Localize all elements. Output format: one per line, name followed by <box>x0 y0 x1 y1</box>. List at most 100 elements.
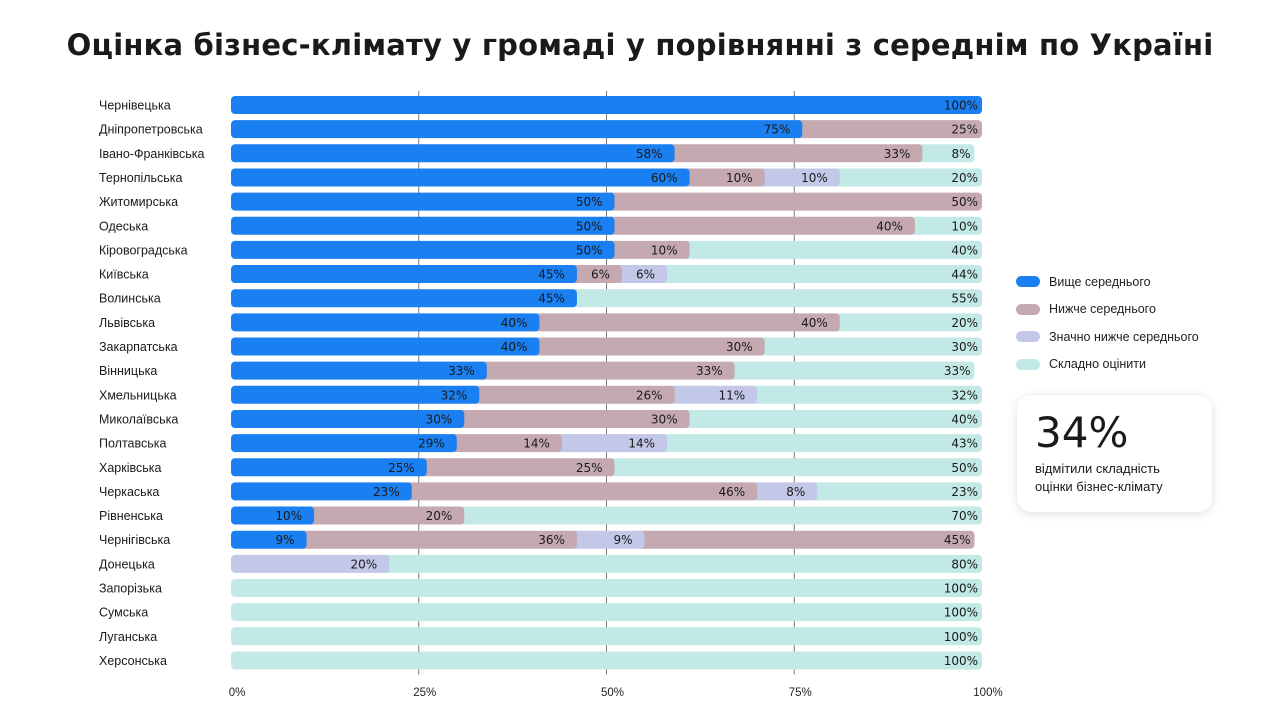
category-label: Івано-Франківська <box>99 147 205 161</box>
bar-segment <box>749 385 982 404</box>
bar-segment <box>568 265 623 284</box>
bar-segment <box>231 120 803 139</box>
legend-label: Нижче середнього <box>1049 302 1156 317</box>
bar-segment <box>231 385 480 404</box>
bar-segment <box>568 530 645 549</box>
callout-value: 34% <box>1035 408 1129 457</box>
bar-segment <box>231 337 540 356</box>
x-tick-label: 50% <box>601 687 624 699</box>
bar-segment <box>231 627 982 646</box>
category-label: Житомирська <box>99 195 178 209</box>
bar-segment <box>568 289 982 308</box>
data-label: 9% <box>613 533 632 547</box>
legend-label: Значно нижче середнього <box>1049 329 1199 344</box>
bar-segment <box>403 482 758 501</box>
bar-segment <box>231 289 577 308</box>
data-label: 10% <box>951 219 978 233</box>
data-label: 25% <box>576 461 603 475</box>
data-label: 45% <box>538 268 565 282</box>
data-label: 60% <box>651 171 678 185</box>
bar-segment <box>666 144 923 163</box>
data-label: 100% <box>944 654 978 668</box>
data-label: 10% <box>275 509 302 523</box>
bar-segment <box>606 240 690 259</box>
legend-swatch-hard-to-assess <box>1016 358 1040 370</box>
chart-title: Оцінка бізнес-клімату у громаді у порівн… <box>66 28 1214 62</box>
bar-segment <box>636 530 975 549</box>
bar-segment <box>231 554 390 573</box>
bar-segment <box>749 482 818 501</box>
data-label: 40% <box>801 316 828 330</box>
bar-segment <box>231 313 540 332</box>
data-label: 10% <box>801 171 828 185</box>
category-label: Львівська <box>99 316 155 330</box>
bar-segment <box>666 385 758 404</box>
bar-segment <box>231 409 465 428</box>
data-label: 44% <box>951 268 978 282</box>
summary-callout: 34% відмітили складність оцінки бізнес-к… <box>1017 395 1212 512</box>
data-label: 10% <box>651 243 678 257</box>
bar-segment <box>756 337 982 356</box>
bar-segment <box>231 192 615 211</box>
legend: Вище середнього Нижче середнього Значно … <box>1016 268 1199 378</box>
bar-segment <box>681 409 982 428</box>
data-label: 40% <box>951 412 978 426</box>
category-label: Рівненська <box>99 509 163 523</box>
category-label: Черкаська <box>99 485 159 499</box>
data-label: 33% <box>448 364 475 378</box>
data-label: 30% <box>651 412 678 426</box>
legend-item-below-average: Нижче середнього <box>1016 296 1199 324</box>
data-label: 32% <box>441 388 468 402</box>
data-label: 20% <box>951 171 978 185</box>
legend-label: Вище середнього <box>1049 274 1151 289</box>
data-label: 50% <box>576 195 603 209</box>
category-label: Луганська <box>99 630 157 644</box>
category-label: Волинська <box>99 292 161 306</box>
category-label: Дніпропетровська <box>99 123 203 137</box>
data-label: 25% <box>388 461 415 475</box>
data-label: 6% <box>636 268 655 282</box>
data-label: 40% <box>501 340 528 354</box>
data-label: 33% <box>696 364 723 378</box>
data-label: 75% <box>764 123 791 137</box>
data-label: 33% <box>944 364 971 378</box>
data-label: 55% <box>951 292 978 306</box>
category-label: Харківська <box>99 461 161 475</box>
bar-segment <box>231 603 982 622</box>
bar-segment <box>231 240 615 259</box>
bar-segment <box>614 265 668 284</box>
bar-segment <box>906 216 982 235</box>
bar-segment <box>231 168 690 187</box>
x-tick-label: 25% <box>413 687 436 699</box>
data-label: 20% <box>351 557 378 571</box>
bar-segment <box>231 96 982 114</box>
category-label: Хмельницька <box>99 388 177 402</box>
data-label: 80% <box>951 557 978 571</box>
bar-segment <box>659 434 982 453</box>
bar-segment <box>756 168 840 187</box>
bar-segment <box>456 506 982 525</box>
bar-segment <box>381 554 982 573</box>
bar-segment <box>531 337 765 356</box>
bar-segment <box>531 313 840 332</box>
category-label: Запорізька <box>99 582 162 596</box>
bar-segment <box>231 506 315 525</box>
bar-segment <box>471 385 675 404</box>
data-label: 9% <box>276 533 295 547</box>
legend-swatch-below-average <box>1016 303 1040 315</box>
category-label: Тернопільська <box>99 171 183 185</box>
data-label: 30% <box>426 412 453 426</box>
category-label: Кіровоградська <box>99 243 188 257</box>
data-label: 11% <box>719 388 746 402</box>
data-label: 33% <box>884 147 911 161</box>
category-label: Херсонська <box>99 654 167 668</box>
category-label: Полтавська <box>99 437 166 451</box>
legend-swatch-above-average <box>1016 276 1040 288</box>
callout-text-line1: відмітили складність <box>1035 461 1160 476</box>
data-label: 50% <box>951 461 978 475</box>
bar-segment <box>231 361 487 380</box>
data-label: 40% <box>876 219 903 233</box>
data-label: 50% <box>576 219 603 233</box>
bar-segment <box>231 458 427 477</box>
bar-segment <box>231 265 577 284</box>
